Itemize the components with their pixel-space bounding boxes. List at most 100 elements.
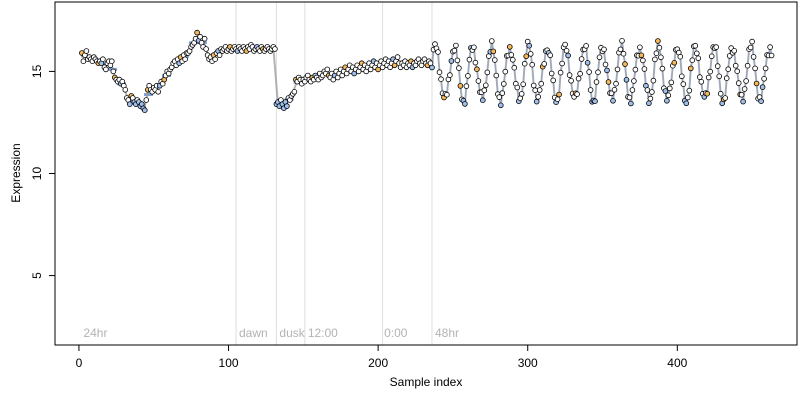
data-point <box>732 62 739 69</box>
data-point <box>532 87 538 93</box>
data-point <box>568 78 574 84</box>
data-point <box>491 57 498 63</box>
data-point <box>637 44 643 51</box>
data-point <box>683 100 690 107</box>
data-point <box>182 56 188 62</box>
data-point <box>197 33 203 40</box>
data-point <box>689 57 696 63</box>
data-point <box>587 87 594 93</box>
phase-annotation-label: dusk <box>279 326 305 340</box>
data-point <box>435 49 441 55</box>
phase-annotation-label: 0:00 <box>384 326 408 340</box>
data-point <box>201 35 208 42</box>
data-point <box>521 60 528 67</box>
x-tick-label: 400 <box>667 356 687 370</box>
data-point <box>80 58 87 64</box>
data-point <box>535 94 541 100</box>
data-point <box>659 65 666 72</box>
data-point <box>463 83 470 89</box>
data-point <box>500 81 507 87</box>
data-point <box>429 64 435 71</box>
data-point <box>482 82 489 89</box>
x-tick-label: 300 <box>518 356 538 370</box>
y-tick-label: 15 <box>30 64 44 78</box>
data-point <box>768 52 775 59</box>
data-point <box>554 96 561 102</box>
data-point <box>562 41 568 48</box>
data-point <box>557 69 564 76</box>
data-point <box>462 101 468 107</box>
data-point <box>671 59 678 66</box>
phase-annotation-label: 24hr <box>83 326 107 340</box>
data-point <box>565 52 571 59</box>
data-point <box>749 38 755 45</box>
data-point <box>608 90 615 97</box>
x-tick-label: 200 <box>368 356 388 370</box>
data-point <box>762 65 769 72</box>
data-point <box>578 56 585 62</box>
data-point <box>474 66 480 72</box>
data-point <box>533 98 540 105</box>
data-point <box>611 87 618 93</box>
data-point <box>471 44 477 51</box>
x-axis: 0 100 200 300 400 <box>76 344 688 370</box>
data-point <box>466 56 473 63</box>
data-point <box>194 29 200 36</box>
y-axis-title: Expression <box>9 143 23 202</box>
data-point <box>514 84 521 91</box>
data-point <box>678 73 685 80</box>
phase-annotation-label: 48hr <box>435 326 459 340</box>
data-point <box>716 73 722 80</box>
data-point <box>684 94 691 101</box>
data-point <box>595 69 601 75</box>
data-point <box>574 91 580 97</box>
data-point <box>122 87 129 93</box>
data-point <box>619 37 625 44</box>
data-point <box>451 47 458 54</box>
data-point <box>479 97 486 103</box>
data-point <box>584 59 591 66</box>
data-point <box>696 74 703 80</box>
data-point <box>686 87 693 94</box>
data-point <box>499 90 506 96</box>
data-point <box>628 100 634 107</box>
data-point <box>83 48 90 54</box>
data-point <box>203 46 209 52</box>
data-point <box>438 76 444 82</box>
data-point <box>448 58 455 64</box>
data-point <box>575 75 582 82</box>
data-point <box>750 54 757 60</box>
data-point <box>743 78 749 84</box>
data-point <box>617 46 624 53</box>
data-point <box>646 100 652 107</box>
phase-annotation-label: 12:00 <box>308 326 338 340</box>
data-point <box>444 91 450 98</box>
data-point <box>272 46 278 52</box>
data-point <box>586 69 592 75</box>
data-point <box>740 98 746 105</box>
data-point <box>583 43 589 49</box>
data-point <box>127 101 133 107</box>
data-point <box>602 61 609 68</box>
data-point <box>436 69 443 75</box>
data-point <box>668 79 675 86</box>
phase-annotations: 24hr dawn dusk 12:00 0:00 48hr <box>83 326 459 340</box>
data-point <box>508 52 515 58</box>
data-point <box>488 38 495 44</box>
data-point <box>550 77 556 84</box>
data-point <box>563 47 570 54</box>
data-point <box>614 66 621 73</box>
data-point <box>109 58 115 64</box>
data-point <box>506 44 513 50</box>
data-point <box>496 94 503 100</box>
data-point <box>658 54 664 61</box>
data-point <box>717 90 724 97</box>
data-point <box>714 63 721 69</box>
data-point <box>638 52 645 59</box>
data-point <box>744 62 751 69</box>
data-point <box>708 53 715 60</box>
data-point <box>623 77 630 83</box>
data-point <box>110 68 117 75</box>
data-point <box>731 47 737 54</box>
